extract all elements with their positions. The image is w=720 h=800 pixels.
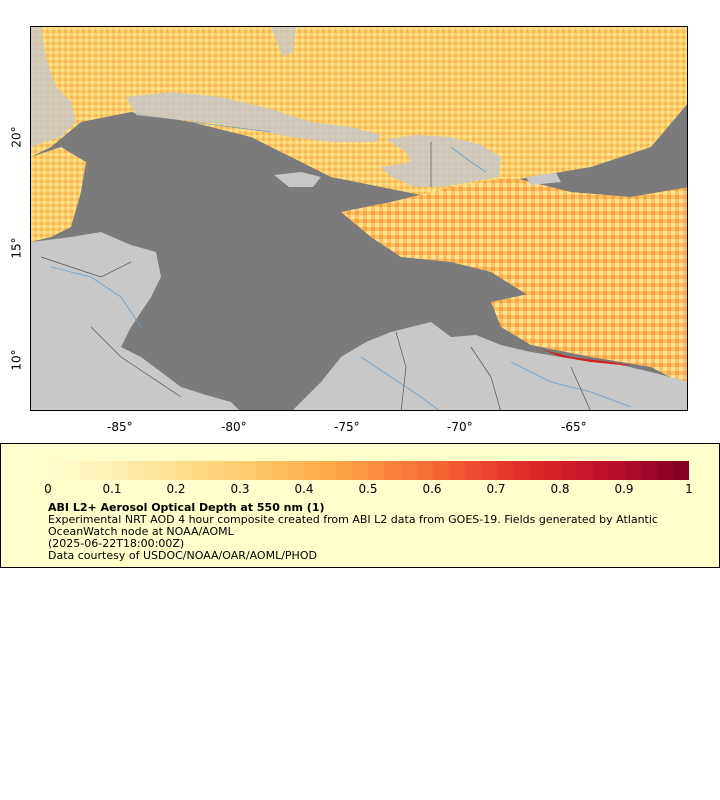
colorbar-tick-0.9: 0.9 — [614, 482, 634, 496]
x-tick-neg65: -65° — [561, 420, 587, 434]
colorbar-step — [96, 461, 113, 480]
colorbar-tick-0.5: 0.5 — [358, 482, 378, 496]
colorbar-tick-0.6: 0.6 — [422, 482, 442, 496]
map-panel — [30, 26, 688, 411]
colorbar-step — [176, 461, 193, 480]
colorbar-step — [448, 461, 466, 480]
colorbar-step — [656, 461, 674, 480]
colorbar-step — [528, 461, 546, 480]
colorbar-step — [304, 461, 321, 480]
colorbar-step — [608, 461, 626, 480]
land-jamaica — [274, 172, 321, 187]
colorbar-step — [288, 461, 305, 480]
colorbar-step — [400, 461, 418, 480]
y-tick-15: 15° — [9, 237, 24, 259]
x-tick-neg85: -85° — [107, 420, 133, 434]
colorbar-step — [432, 461, 450, 480]
colorbar-step — [640, 461, 658, 480]
colorbar-step — [64, 461, 81, 480]
colorbar-step — [624, 461, 642, 480]
colorbar-tick-1: 1 — [685, 482, 693, 496]
land-puerto-rico — [526, 173, 561, 185]
y-tick-20: 20° — [9, 126, 24, 148]
colorbar-step — [192, 461, 209, 480]
aod-plume-southeast — [491, 289, 687, 386]
colorbar-step — [592, 461, 610, 480]
rivers — [50, 121, 632, 410]
colorbar-step — [480, 461, 498, 480]
legend-description: Experimental NRT AOD 4 hour composite cr… — [48, 513, 658, 538]
colorbar-tick-0.2: 0.2 — [166, 482, 186, 496]
colorbar-tick-0: 0 — [44, 482, 52, 496]
aod-plume-west — [31, 147, 86, 242]
colorbar-step — [80, 461, 97, 480]
colorbar-step — [464, 461, 482, 480]
land-central-america — [31, 232, 239, 410]
colorbar-step — [384, 461, 402, 480]
colorbar-step — [256, 461, 273, 480]
colorbar-step — [416, 461, 434, 480]
aod-plume-east — [341, 177, 687, 326]
colorbar-tick-0.1: 0.1 — [102, 482, 122, 496]
colorbar-step — [240, 461, 257, 480]
x-tick-neg80: -80° — [221, 420, 247, 434]
colorbar-step — [496, 461, 514, 480]
colorbar-step — [112, 461, 129, 480]
colorbar-tick-0.3: 0.3 — [230, 482, 250, 496]
aod-map — [31, 27, 687, 410]
y-tick-10: 10° — [9, 349, 24, 371]
color-bar — [48, 461, 689, 480]
land-south-america — [293, 322, 687, 410]
country-borders — [40, 142, 591, 410]
colorbar-step — [208, 461, 225, 480]
colorbar-step — [544, 461, 562, 480]
colorbar-step — [144, 461, 161, 480]
colorbar-tick-0.7: 0.7 — [486, 482, 506, 496]
colorbar-step — [48, 461, 65, 480]
x-tick-neg70: -70° — [447, 420, 473, 434]
aod-plume-north — [31, 27, 687, 197]
colorbar-step — [272, 461, 289, 480]
colorbar-step — [512, 461, 530, 480]
colorbar-step — [560, 461, 578, 480]
land-hispaniola — [381, 135, 501, 187]
colorbar-step — [320, 461, 337, 480]
aod-high-streak — [541, 349, 631, 367]
land-cuba — [126, 92, 381, 142]
legend-timestamp: (2025-06-22T18:00:00Z) — [48, 537, 185, 550]
legend-title: ABI L2+ Aerosol Optical Depth at 550 nm … — [48, 501, 325, 514]
legend-credit: Data courtesy of USDOC/NOAA/OAR/AOML/PHO… — [48, 549, 317, 562]
colorbar-step — [576, 461, 594, 480]
legend-panel: 0 0.1 0.2 0.3 0.4 0.5 0.6 0.7 0.8 0.9 1 … — [0, 443, 720, 568]
land-yucatan — [31, 27, 76, 147]
colorbar-step — [336, 461, 353, 480]
colorbar-step — [128, 461, 145, 480]
colorbar-tick-0.8: 0.8 — [550, 482, 570, 496]
land-florida — [271, 27, 296, 57]
colorbar-step — [368, 461, 386, 480]
colorbar-step — [224, 461, 241, 480]
colorbar-tick-0.4: 0.4 — [294, 482, 314, 496]
colorbar-step — [352, 461, 369, 480]
colorbar-step — [672, 461, 689, 480]
x-tick-neg75: -75° — [334, 420, 360, 434]
colorbar-step — [160, 461, 177, 480]
